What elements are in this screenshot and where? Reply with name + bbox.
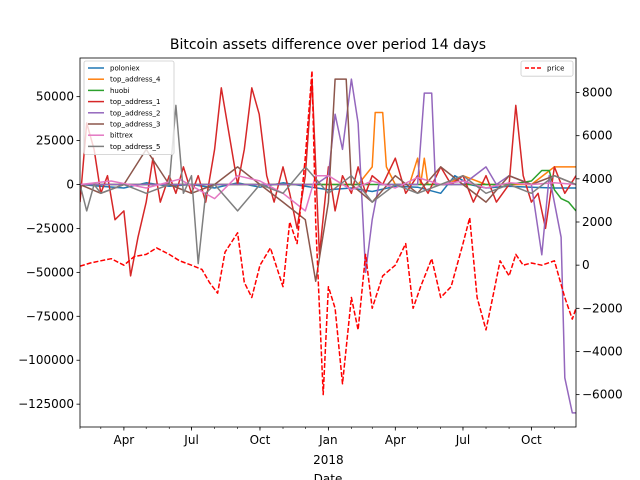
- x-tick-label: Oct: [250, 433, 271, 447]
- left-axis: 50000 25000 0 −25000 −50000 −75000 −100000 −125…: [18, 90, 80, 411]
- x-tick-label: Oct: [521, 433, 542, 447]
- y-left-tick-label: −75000: [26, 309, 74, 323]
- legend-label-top_address_3: top_address_3: [110, 121, 160, 129]
- y-right-tick-label: −4000: [582, 344, 623, 358]
- series-line-top_address_3: [80, 78, 576, 282]
- legend-label-top_address_5: top_address_5: [110, 143, 160, 151]
- legend-label-poloniex: poloniex: [110, 65, 140, 73]
- legend-right-frame: [520, 60, 574, 77]
- y-left-tick-label: 0: [66, 178, 74, 192]
- y-left-tick-label: −25000: [26, 221, 74, 235]
- series-line-bittrex: [80, 174, 576, 212]
- legend-right: price: [520, 60, 574, 77]
- x-tick-label: Jul: [183, 433, 198, 447]
- legend-label-bittrex: bittrex: [110, 132, 133, 140]
- x-tick-label: Jan: [318, 433, 338, 447]
- y-left-tick-label: −125000: [18, 397, 74, 411]
- x-axis-title: Date: [314, 472, 343, 480]
- right-axis: 8000 6000 4000 2000 0 −2000 −4000 −6000: [576, 86, 623, 402]
- legend-left-frame: [83, 60, 175, 155]
- y-left-tick-label: 50000: [36, 90, 74, 104]
- x-tick-label: Apr: [385, 433, 406, 447]
- y-right-tick-label: 2000: [582, 215, 613, 229]
- legend-label-price: price: [547, 65, 564, 73]
- bottom-axis: Apr Jul Oct Jan Apr Jul Oct: [79, 427, 555, 447]
- series-layer: [80, 70, 576, 414]
- chart-title: Bitcoin assets difference over period 14…: [170, 37, 486, 53]
- legend-label-top_address_1: top_address_1: [110, 98, 160, 106]
- y-right-tick-label: −2000: [582, 301, 623, 315]
- y-right-tick-label: 0: [582, 258, 590, 272]
- y-left-tick-label: −100000: [18, 353, 74, 367]
- x-tick-label: Apr: [113, 433, 134, 447]
- y-right-tick-label: −6000: [582, 388, 623, 402]
- series-line-price: [80, 70, 576, 396]
- x-year-label: 2018: [313, 453, 344, 467]
- x-tick-label: Jul: [455, 433, 470, 447]
- y-left-tick-label: 25000: [36, 134, 74, 148]
- legend-label-huobi: huobi: [110, 87, 130, 95]
- legend-label-top_address_2: top_address_2: [110, 109, 160, 117]
- legend-label-top_address_4: top_address_4: [110, 76, 161, 84]
- y-right-tick-label: 8000: [582, 86, 613, 100]
- series-line-top_address_5: [80, 104, 576, 265]
- y-right-tick-label: 4000: [582, 172, 613, 186]
- y-right-tick-label: 6000: [582, 129, 613, 143]
- y-left-tick-label: −50000: [26, 265, 74, 279]
